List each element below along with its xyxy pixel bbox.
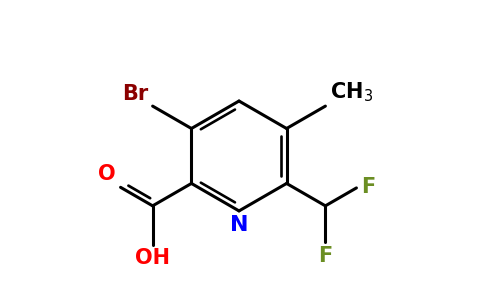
Text: F: F [318,247,333,266]
Text: CH$_3$: CH$_3$ [330,80,373,104]
Text: Br: Br [122,84,149,104]
Text: O: O [98,164,116,184]
Text: OH: OH [135,248,170,268]
Text: F: F [361,177,376,197]
Text: N: N [230,214,248,235]
